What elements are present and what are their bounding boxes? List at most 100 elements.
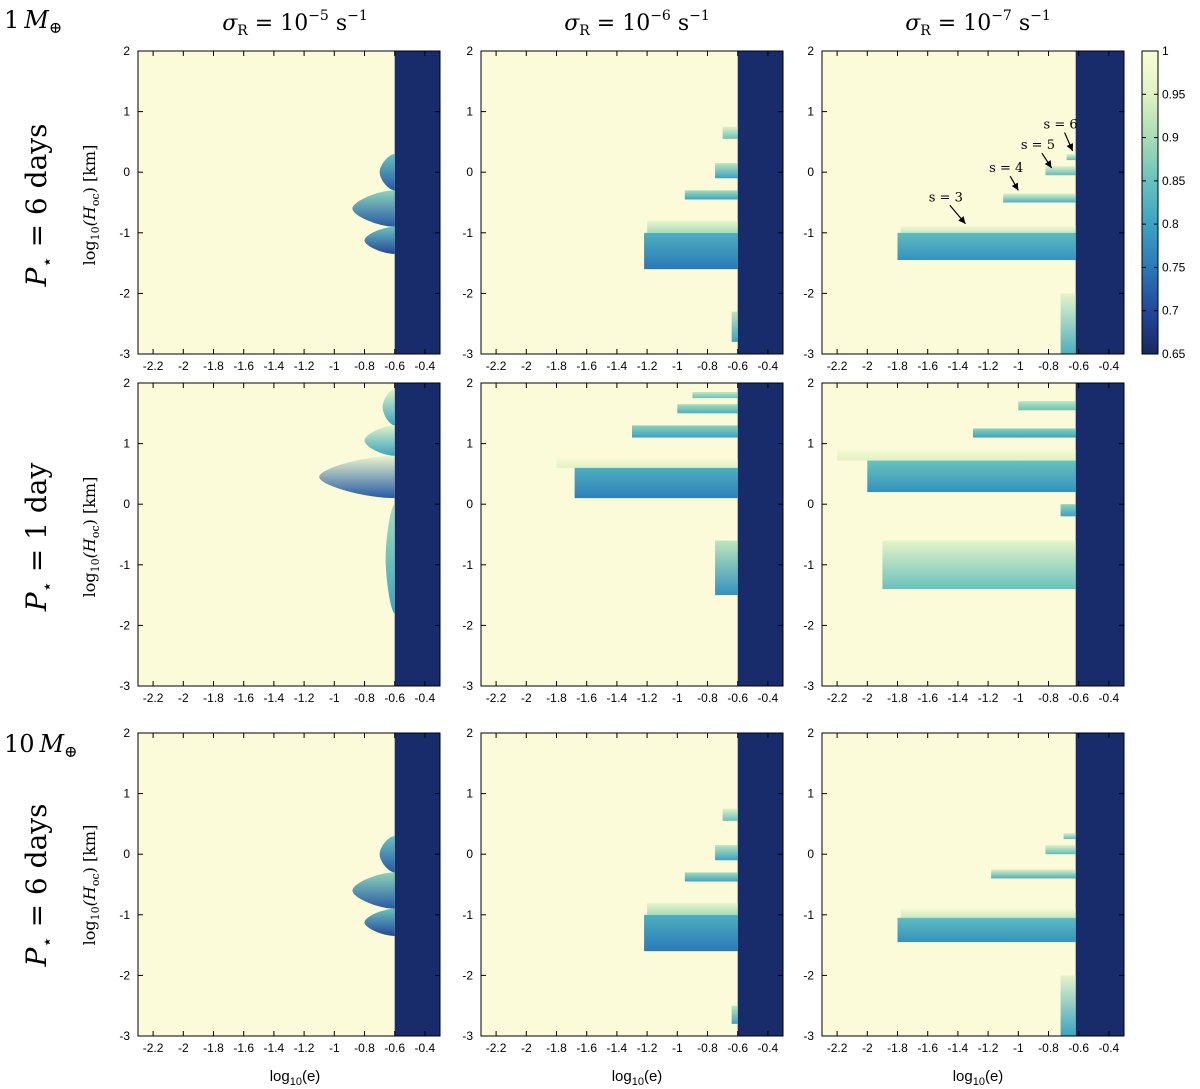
col-0-eq: = 10 xyxy=(248,11,308,36)
y-tick-label: -2 xyxy=(119,968,130,982)
x-tick-label: -0.6 xyxy=(727,691,748,705)
x-tick-label: -1.8 xyxy=(887,691,908,705)
annotation-arrowhead xyxy=(1066,143,1074,151)
y-tick-label: 1 xyxy=(807,105,814,119)
x-tick-label: -0.4 xyxy=(415,1041,436,1055)
x-tick-label: -1.8 xyxy=(203,1041,224,1055)
col-2-eq: = 10 xyxy=(931,11,991,36)
y-tick-label: 0 xyxy=(807,165,814,179)
panel-frame xyxy=(821,732,1125,1037)
colorbar-tick-label: 0.95 xyxy=(1162,87,1186,101)
mass-2-num: 10 xyxy=(4,730,35,758)
band-4 xyxy=(1066,154,1076,161)
x-tick-label: -0.8 xyxy=(697,1041,718,1055)
x-tick-label: -0.8 xyxy=(354,1041,375,1055)
y-tick-label: -3 xyxy=(119,1029,130,1043)
col-0-unit-exp: −1 xyxy=(347,8,368,24)
ylabel-2-sub: oc xyxy=(89,873,102,886)
x-tick-label: -0.8 xyxy=(1038,691,1059,705)
x-tick-label: -1.2 xyxy=(978,1041,999,1055)
x-tick-label: -2 xyxy=(862,691,873,705)
dark-region xyxy=(1075,733,1124,1036)
y-tick-label: 1 xyxy=(807,437,814,451)
ylabel-0-pre: log xyxy=(80,240,99,265)
x-tick-label: -1.2 xyxy=(294,691,315,705)
panel-frame xyxy=(821,50,1125,355)
y-tick-label: 0 xyxy=(807,847,814,861)
col-2-unit: s xyxy=(1012,11,1030,36)
band-0 xyxy=(900,908,1076,918)
x-tick-label: -1.2 xyxy=(637,359,658,373)
ylabel-row-2: log10(Hoc) [km] xyxy=(80,825,102,946)
period-2-sub: ⋆ xyxy=(37,936,58,947)
y-tick-label: 1 xyxy=(466,437,473,451)
xlabel-0-pre: log xyxy=(270,1068,290,1085)
band-4 xyxy=(882,540,1076,590)
y-tick-label: 2 xyxy=(466,376,473,390)
lobe-1 xyxy=(364,226,395,255)
x-tick-label: -1 xyxy=(1013,359,1024,373)
period-1-sub: ⋆ xyxy=(37,581,58,592)
x-tick-label: -2.2 xyxy=(486,691,507,705)
mass-label-row-2: 10 M⊕ xyxy=(4,730,78,761)
panel-4: -2.2 -2 -1.8 -1.6 -1.4 -1.2 -1 -0.8 -0.6 -0.4 -3 -2… xyxy=(462,376,784,705)
xlabel-0-post: (e) xyxy=(302,1068,320,1085)
band-0 xyxy=(556,458,738,468)
y-tick-label: 2 xyxy=(466,44,473,58)
xlabel-0-sub: 10 xyxy=(290,1076,302,1088)
x-tick-label: -1 xyxy=(329,1041,340,1055)
xlabel-col-2: log10(e) xyxy=(953,1068,1004,1088)
xlabel-col-1: log10(e) xyxy=(612,1068,663,1088)
x-tick-label: -0.6 xyxy=(727,1041,748,1055)
x-tick-label: -2.2 xyxy=(143,359,164,373)
ylabel-2-mid: (H xyxy=(80,885,99,906)
annotation-label: s = 4 xyxy=(989,161,1023,176)
x-tick-label: -0.8 xyxy=(697,359,718,373)
x-tick-label: -1.8 xyxy=(546,691,567,705)
lobe-1 xyxy=(364,425,395,456)
y-tick-label: 2 xyxy=(123,726,130,740)
mass-2-sub: ⊕ xyxy=(64,742,77,761)
panel-frame xyxy=(137,732,441,1037)
col-0-unit: s xyxy=(329,11,347,36)
ylabel-2-pre: log xyxy=(80,920,99,945)
panel-frame xyxy=(137,382,441,687)
y-tick-label: -3 xyxy=(119,347,130,361)
col-2-sub: R xyxy=(920,23,931,39)
band-4 xyxy=(722,808,738,821)
lobe-1 xyxy=(364,908,395,937)
x-tick-label: -0.4 xyxy=(1099,691,1120,705)
x-tick-label: -1.6 xyxy=(917,1041,938,1055)
ylabel-0-sub10: 10 xyxy=(89,226,102,240)
band-1 xyxy=(867,460,1076,493)
y-tick-label: 2 xyxy=(807,726,814,740)
panels-layer: -2.2 -2 -1.8 -1.6 -1.4 -1.2 -1 -0.8 -0.6 -0.4 -3 -2… xyxy=(119,44,1125,1055)
y-tick-label: 2 xyxy=(807,44,814,58)
panel-frame xyxy=(480,732,784,1037)
ylabel-2-sub10: 10 xyxy=(89,906,102,920)
y-tick-label: -1 xyxy=(803,908,814,922)
annotation-label: s = 6 xyxy=(1044,118,1078,133)
panel-2: -2.2 -2 -1.8 -1.6 -1.4 -1.2 -1 -0.8 -0.6 -0.4 -3 -2… xyxy=(803,44,1125,373)
colorbar-tick-label: 0.65 xyxy=(1162,347,1186,361)
x-tick-label: -0.4 xyxy=(758,359,779,373)
x-tick-label: -1.6 xyxy=(917,691,938,705)
x-tick-label: -1.2 xyxy=(637,691,658,705)
y-tick-label: 1 xyxy=(123,105,130,119)
xlabel-1-sub: 10 xyxy=(632,1076,644,1088)
x-tick-label: -2 xyxy=(862,359,873,373)
col-1-eq: = 10 xyxy=(590,11,650,36)
band-1 xyxy=(897,232,1076,261)
band-2 xyxy=(991,869,1076,879)
ylabel-2-post: ) [km] xyxy=(80,825,99,874)
x-tick-label: -1.8 xyxy=(203,691,224,705)
panel-3: -2.2 -2 -1.8 -1.6 -1.4 -1.2 -1 -0.8 -0.6 -0.4 -3 -2… xyxy=(119,376,441,705)
colorbar-gradient xyxy=(1141,50,1159,355)
x-tick-label: -0.4 xyxy=(1099,359,1120,373)
x-tick-label: -0.8 xyxy=(354,359,375,373)
x-tick-label: -1.8 xyxy=(887,359,908,373)
xlabel-2-pre: log xyxy=(953,1068,973,1085)
y-tick-label: 1 xyxy=(466,105,473,119)
band-3 xyxy=(1018,401,1076,411)
y-tick-label: -2 xyxy=(119,618,130,632)
